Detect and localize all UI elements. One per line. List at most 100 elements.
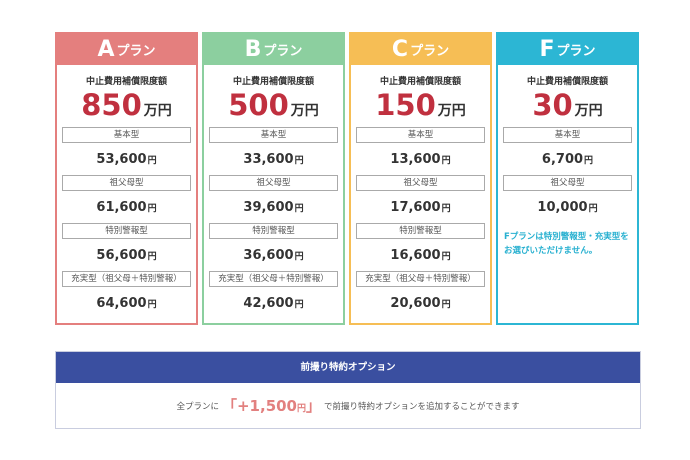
type-label-grandparents: 祖父母型 [62, 175, 191, 191]
price-unit: 円 [588, 204, 598, 214]
price-unit: 円 [294, 156, 304, 166]
price-full: 20,600円 [351, 287, 490, 319]
type-label-full: 充実型（祖父母＋特別警報） [209, 271, 338, 287]
type-label-grandparents: 祖父母型 [209, 175, 338, 191]
price-full: 64,600円 [57, 287, 196, 319]
price-special-warning: 56,600円 [57, 239, 196, 271]
limit-unit: 万円 [143, 103, 172, 119]
limit-amount: 150 [375, 88, 436, 122]
price-amount: 33,600 [243, 152, 294, 167]
price-amount: 61,600 [96, 200, 147, 215]
plan-f-note-line: Fプランは特別警報型・充実型を [504, 232, 629, 242]
price-amount: 42,600 [243, 296, 294, 311]
plan-card-b: B プラン 中止費用補償限度額 500 万円 基本型 33,600円 祖父母型 3… [202, 32, 345, 325]
price-full: 42,600円 [204, 287, 343, 319]
price-unit: 円 [147, 300, 157, 310]
plan-f-note: Fプランは特別警報型・充実型を お選びいただけません。 [504, 231, 631, 258]
maedori-option-panel: 前撮り特約オプション 全プランに 「+1,500円」 で前撮り特約オプションを追… [55, 351, 641, 429]
option-suffix: で前撮り特約オプションを追加することができます [324, 401, 520, 412]
type-label-basic: 基本型 [503, 127, 632, 143]
price-amount: 64,600 [96, 296, 147, 311]
limit-label: 中止費用補償限度額 [232, 77, 314, 87]
price-amount: 39,600 [243, 200, 294, 215]
option-price: 「+1,500円」 [222, 395, 321, 416]
limit-unit: 万円 [290, 103, 319, 119]
option-price-amount: +1,500 [236, 397, 297, 415]
price-amount: 13,600 [390, 152, 441, 167]
plan-letter: F [539, 36, 555, 62]
bracket-open: 「 [221, 397, 237, 415]
price-grandparents: 61,600円 [57, 191, 196, 223]
limit-label: 中止費用補償限度額 [526, 77, 608, 87]
price-amount: 36,600 [243, 248, 294, 263]
plan-letter: A [97, 36, 115, 62]
plan-word: プラン [556, 44, 596, 59]
plan-cards: A プラン 中止費用補償限度額 850 万円 基本型 53,600円 祖父母型 6… [55, 32, 642, 327]
price-unit: 円 [294, 300, 304, 310]
price-basic: 6,700円 [498, 143, 637, 175]
plan-card-a: A プラン 中止費用補償限度額 850 万円 基本型 53,600円 祖父母型 6… [55, 32, 198, 325]
price-amount: 16,600 [390, 248, 441, 263]
plan-header-c: C プラン [351, 34, 490, 65]
price-amount: 10,000 [537, 200, 588, 215]
price-unit: 円 [441, 156, 451, 166]
price-amount: 56,600 [96, 248, 147, 263]
price-unit: 円 [147, 156, 157, 166]
limit-label: 中止費用補償限度額 [379, 77, 461, 87]
type-label-grandparents: 祖父母型 [356, 175, 485, 191]
plan-word: プラン [410, 44, 450, 59]
price-special-warning: 36,600円 [204, 239, 343, 271]
limit-label: 中止費用補償限度額 [85, 77, 167, 87]
plan-header-f: F プラン [498, 34, 637, 65]
limit-unit: 万円 [437, 103, 466, 119]
type-label-full: 充実型（祖父母＋特別警報） [62, 271, 191, 287]
price-unit: 円 [147, 204, 157, 214]
price-special-warning: 16,600円 [351, 239, 490, 271]
plan-header-a: A プラン [57, 34, 196, 65]
plan-letter: C [391, 36, 409, 62]
type-label-special-warning: 特別警報型 [356, 223, 485, 239]
price-amount: 20,600 [390, 296, 441, 311]
limit-value: 500 万円 [204, 91, 343, 127]
price-unit: 円 [441, 204, 451, 214]
plan-header-b: B プラン [204, 34, 343, 65]
type-label-basic: 基本型 [62, 127, 191, 143]
plan-f-note-line: お選びいただけません。 [504, 245, 598, 256]
plan-word: プラン [116, 44, 156, 59]
option-body: 全プランに 「+1,500円」 で前撮り特約オプションを追加することができます [56, 383, 640, 428]
limit-value: 150 万円 [351, 91, 490, 127]
price-grandparents: 17,600円 [351, 191, 490, 223]
option-title: 前撮り特約オプション [56, 352, 640, 383]
type-label-special-warning: 特別警報型 [62, 223, 191, 239]
price-grandparents: 39,600円 [204, 191, 343, 223]
price-basic: 13,600円 [351, 143, 490, 175]
price-unit: 円 [441, 300, 451, 310]
plan-letter: B [244, 36, 262, 62]
price-amount: 53,600 [96, 152, 147, 167]
type-label-basic: 基本型 [356, 127, 485, 143]
limit-unit: 万円 [574, 103, 603, 119]
type-label-grandparents: 祖父母型 [503, 175, 632, 191]
price-unit: 円 [147, 252, 157, 262]
type-label-special-warning: 特別警報型 [209, 223, 338, 239]
limit-value: 850 万円 [57, 91, 196, 127]
price-unit: 円 [294, 204, 304, 214]
price-unit: 円 [584, 156, 594, 166]
limit-amount: 500 [228, 88, 289, 122]
type-label-full: 充実型（祖父母＋特別警報） [356, 271, 485, 287]
limit-value: 30 万円 [498, 91, 637, 127]
price-unit: 円 [294, 252, 304, 262]
limit-amount: 30 [532, 88, 573, 122]
price-basic: 53,600円 [57, 143, 196, 175]
price-unit: 円 [441, 252, 451, 262]
price-grandparents: 10,000円 [498, 191, 637, 223]
bracket-close: 」 [306, 397, 322, 415]
type-label-basic: 基本型 [209, 127, 338, 143]
plan-word: プラン [263, 44, 303, 59]
plan-card-c: C プラン 中止費用補償限度額 150 万円 基本型 13,600円 祖父母型 1… [349, 32, 492, 325]
plan-card-f: F プラン 中止費用補償限度額 30 万円 基本型 6,700円 祖父母型 10,… [496, 32, 639, 325]
option-price-unit: 円 [297, 404, 307, 414]
price-basic: 33,600円 [204, 143, 343, 175]
price-amount: 17,600 [390, 200, 441, 215]
limit-amount: 850 [81, 88, 142, 122]
